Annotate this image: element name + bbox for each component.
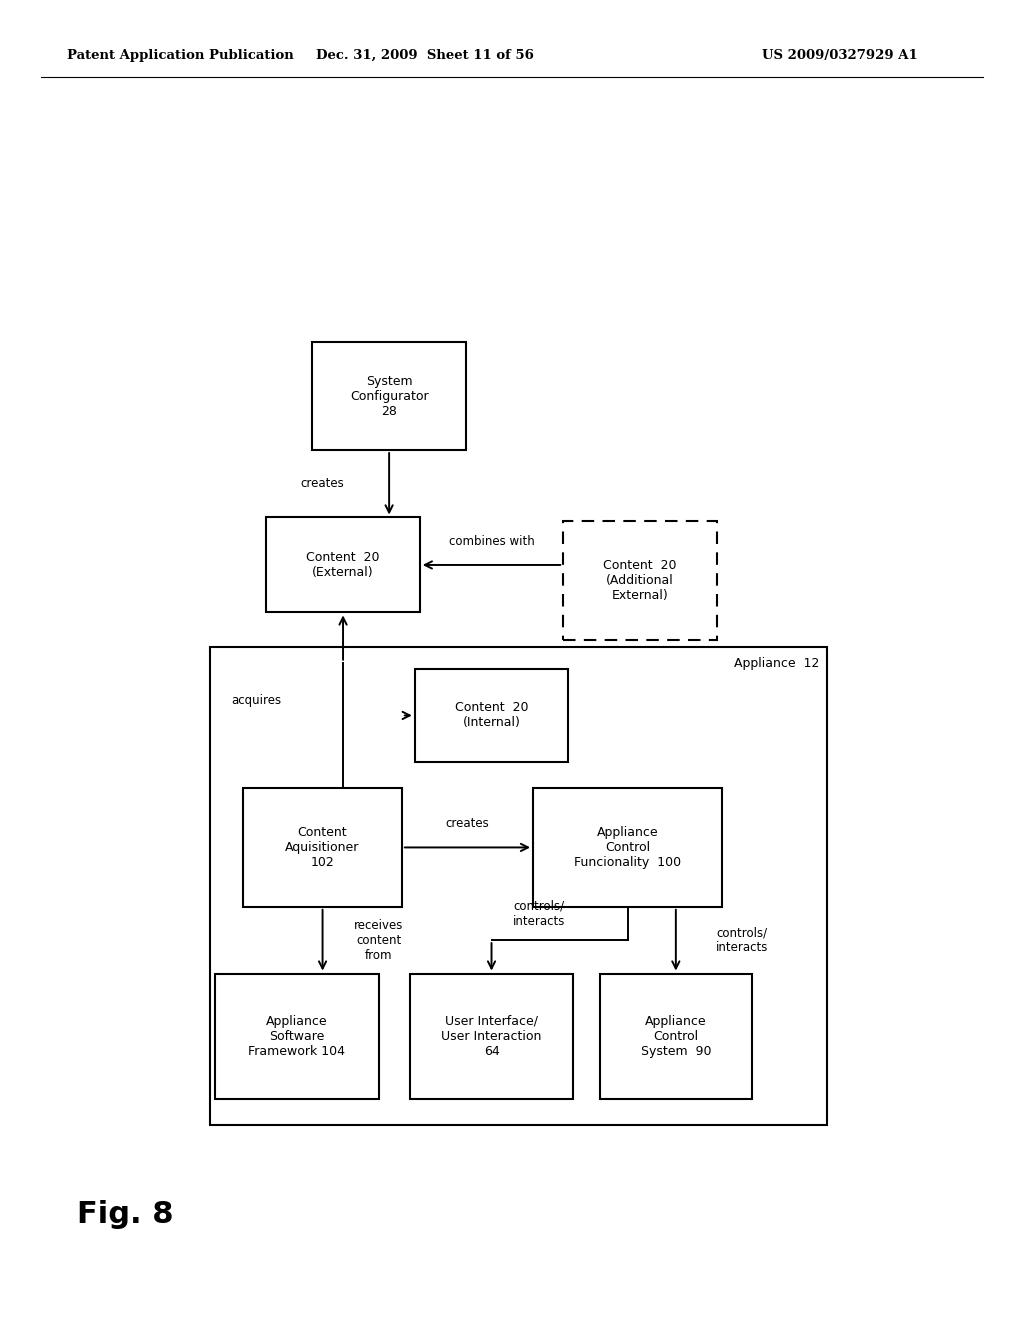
Text: acquires: acquires	[231, 694, 281, 706]
Text: Appliance  12: Appliance 12	[734, 657, 819, 671]
Bar	[415, 669, 568, 762]
Bar	[210, 647, 827, 1125]
Bar	[215, 974, 379, 1098]
Text: combines with: combines with	[449, 535, 535, 548]
Bar	[244, 788, 401, 907]
Bar	[312, 342, 466, 450]
Text: Content  20
(Internal): Content 20 (Internal)	[455, 701, 528, 730]
Text: controls/
interacts: controls/ interacts	[716, 927, 769, 954]
Bar	[410, 974, 573, 1098]
Text: controls/
interacts: controls/ interacts	[513, 900, 565, 928]
Bar	[563, 521, 717, 640]
Text: Appliance
Control
System  90: Appliance Control System 90	[641, 1015, 711, 1057]
Text: receives
content
from: receives content from	[354, 919, 403, 962]
Text: Content  20
(External): Content 20 (External)	[306, 550, 380, 579]
Bar	[600, 974, 752, 1098]
Text: Appliance
Software
Framework 104: Appliance Software Framework 104	[249, 1015, 345, 1057]
Text: creates: creates	[301, 478, 344, 490]
Text: Content  20
(Additional
External): Content 20 (Additional External)	[603, 560, 677, 602]
Text: User Interface/
User Interaction
64: User Interface/ User Interaction 64	[441, 1015, 542, 1057]
Text: Dec. 31, 2009  Sheet 11 of 56: Dec. 31, 2009 Sheet 11 of 56	[316, 49, 534, 62]
Text: Content
Aquisitioner
102: Content Aquisitioner 102	[286, 826, 359, 869]
Text: US 2009/0327929 A1: US 2009/0327929 A1	[762, 49, 918, 62]
Text: creates: creates	[445, 817, 489, 830]
Bar	[532, 788, 723, 907]
Text: Patent Application Publication: Patent Application Publication	[67, 49, 293, 62]
Text: Appliance
Control
Funcionality  100: Appliance Control Funcionality 100	[574, 826, 681, 869]
Text: System
Configurator
28: System Configurator 28	[350, 375, 428, 417]
Text: Fig. 8: Fig. 8	[77, 1200, 173, 1229]
Bar	[266, 517, 420, 612]
